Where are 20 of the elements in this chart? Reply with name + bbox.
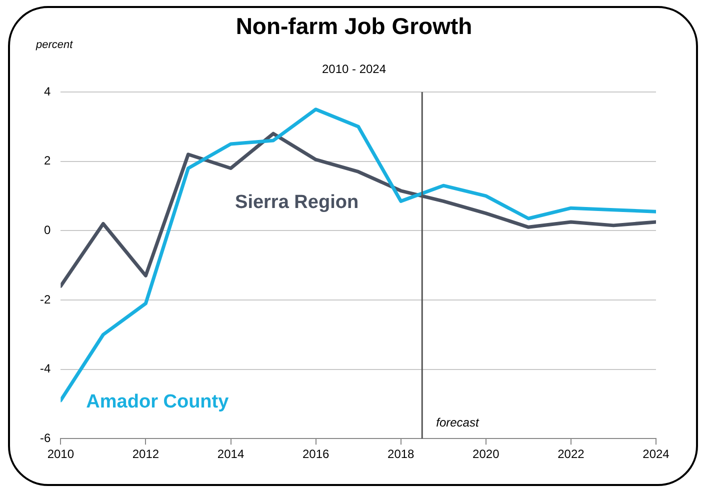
y-tick-label: -6 xyxy=(40,430,51,445)
y-axis-title: percent xyxy=(35,39,74,51)
chart-subtitle: 2010 - 2024 xyxy=(322,62,386,76)
x-tick-label: 2022 xyxy=(558,447,585,462)
y-tick-label: -4 xyxy=(40,362,51,376)
x-tick-label: 2020 xyxy=(472,447,500,462)
series-label: Sierra Region xyxy=(235,192,359,214)
x-tick-label: 2016 xyxy=(302,447,330,462)
y-tick-label: 4 xyxy=(44,84,51,98)
ref-line-label: forecast xyxy=(436,416,480,430)
x-tick-label: 2024 xyxy=(642,447,670,462)
x-tick-label: 2018 xyxy=(388,447,415,462)
y-tick-label: 0 xyxy=(44,222,51,237)
y-tick-label: 2 xyxy=(44,154,51,168)
y-tick-label: -2 xyxy=(40,292,51,306)
x-tick-label: 2012 xyxy=(132,447,160,462)
chart-title: Non-farm Job Growth xyxy=(236,13,472,39)
series-label: Amador County xyxy=(86,391,230,412)
x-tick-label: 2014 xyxy=(217,447,244,462)
x-tick-label: 2010 xyxy=(47,447,74,462)
